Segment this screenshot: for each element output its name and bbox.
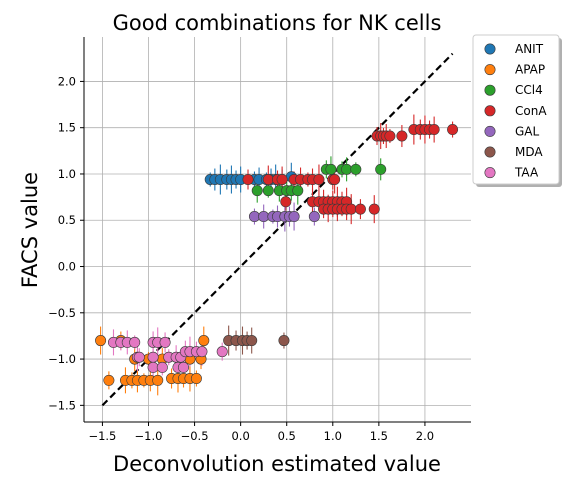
y-tick-label: −1.0 (48, 352, 76, 366)
taa-point (147, 361, 159, 373)
legend-label-gal: GAL (515, 124, 540, 138)
cona-point (354, 203, 366, 215)
cona-point (242, 174, 254, 186)
taa-point (129, 336, 141, 348)
cona-point (447, 124, 459, 136)
taa-point (178, 361, 190, 373)
mda-point (246, 335, 258, 347)
legend-label-ccl4: CCl4 (515, 83, 543, 97)
legend-items: ANIT APAP CCl4 ConA GAL MDA TAA (484, 42, 547, 180)
taa-point (133, 351, 145, 363)
legend-marker-taa (484, 167, 496, 179)
taa-point (216, 346, 228, 358)
cona-point (428, 124, 440, 136)
x-tick-label: 0.5 (278, 429, 296, 443)
legend-marker-ccl4 (484, 84, 496, 96)
y-tick-label: −1.5 (48, 398, 76, 412)
ccl4-point (350, 163, 362, 175)
ccl4-point (292, 185, 304, 197)
y-tick-label: −0.5 (48, 306, 76, 320)
cona-point (384, 130, 396, 142)
cona-point (313, 174, 325, 186)
cona-point (262, 174, 274, 186)
legend-marker-apap (484, 64, 496, 76)
y-tick-label: 1.5 (58, 121, 76, 135)
x-axis-title: Deconvolution estimated value (113, 452, 441, 476)
cona-point (280, 196, 292, 208)
gal-point (308, 211, 320, 223)
legend-marker-cona (484, 105, 496, 117)
legend-label-cona: ConA (515, 104, 547, 118)
legend-marker-anit (484, 43, 496, 55)
y-tick-label: 0.0 (58, 260, 76, 274)
gal-point (288, 211, 300, 223)
x-tick-label: 2.0 (416, 429, 434, 443)
mda-point (278, 335, 290, 347)
x-tick-label: −0.5 (181, 429, 209, 443)
legend-label-anit: ANIT (515, 42, 544, 56)
apap-point (190, 373, 202, 385)
cona-point (396, 130, 408, 142)
y-tick-label: 2.0 (58, 74, 76, 88)
gal-point (258, 211, 270, 223)
apap-point (198, 335, 210, 347)
x-tick-label: −1.5 (88, 429, 116, 443)
legend: ANIT APAP CCl4 ConA GAL MDA TAA (472, 34, 562, 187)
legend-marker-gal (484, 125, 496, 137)
gal-point (248, 211, 260, 223)
taa-point (156, 361, 168, 373)
legend-label-taa: TAA (514, 166, 539, 180)
cona-point (368, 203, 380, 215)
x-tick-label: 0.0 (231, 429, 249, 443)
apap-point (152, 374, 164, 386)
x-tick-label: 1.0 (324, 429, 342, 443)
cona-point (276, 174, 288, 186)
data-points (95, 124, 459, 386)
apap-point (103, 374, 115, 386)
taa-point (159, 336, 171, 348)
legend-label-apap: APAP (515, 63, 545, 77)
ccl4-point (262, 185, 274, 197)
taa-point (196, 346, 208, 358)
taa-point (147, 351, 159, 363)
cona-point (345, 203, 357, 215)
ccl4-point (325, 163, 337, 175)
cona-point (329, 174, 341, 186)
apap-point (95, 335, 107, 347)
y-tick-label: 0.5 (58, 213, 76, 227)
y-tick-label: 1.0 (58, 167, 76, 181)
tick-labels: −1.5 −1.0 −0.5 0.0 0.5 1.0 1.5 2.0 −1.5 −1.0 −0.5 0… (48, 74, 434, 443)
ccl4-point (375, 163, 387, 175)
y-axis-title: FACS value (18, 172, 42, 288)
chart-title: Good combinations for NK cells (113, 11, 442, 35)
ccl4-point (341, 163, 353, 175)
legend-label-mda: MDA (515, 145, 543, 159)
x-tick-label: 1.5 (370, 429, 388, 443)
ccl4-point (251, 185, 263, 197)
legend-marker-mda (484, 146, 496, 158)
x-tick-label: −1.0 (135, 429, 163, 443)
